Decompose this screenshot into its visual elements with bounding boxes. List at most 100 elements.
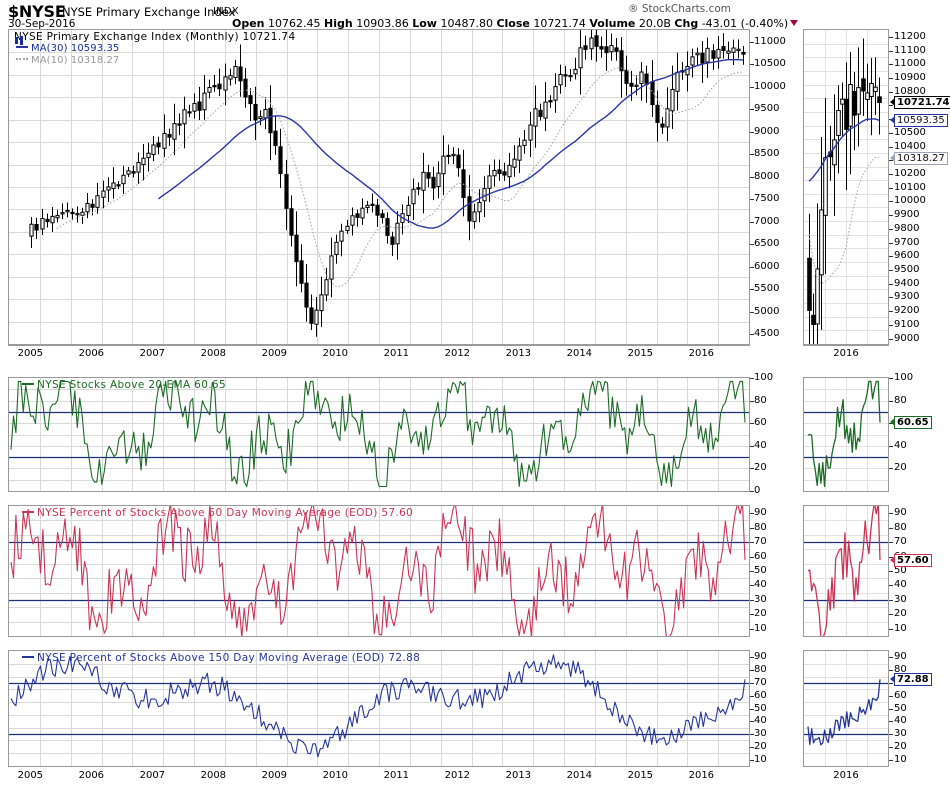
indicator-mini-y-tickmark xyxy=(889,708,893,710)
main-chart-legend-price: NYSE Primary Exchange Index (Monthly) 10… xyxy=(14,31,296,43)
indicator-mini-y-tick: 30 xyxy=(894,728,907,740)
indicator-mini-y-tickmark xyxy=(889,721,893,723)
mini-y-tick: 10400 xyxy=(894,140,926,152)
indicator-2-legend: NYSE Percent of Stocks Above 150 Day Mov… xyxy=(22,652,420,664)
indicator-y-tick: 40 xyxy=(754,715,767,727)
indicator-mini-y-tick: 40 xyxy=(894,715,907,727)
indicator-1-legend: NYSE Percent of Stocks Above 50 Day Movi… xyxy=(22,507,413,519)
change-value: -43.01 (-0.40%) xyxy=(701,17,789,30)
indicator-0-mini-panel[interactable] xyxy=(803,377,889,492)
mini-y-tick: 11100 xyxy=(894,44,926,56)
main-y-tick: 4500 xyxy=(754,328,780,340)
bottom-x-tick: 2007 xyxy=(139,770,166,781)
main-y-tick: 9000 xyxy=(754,125,780,137)
indicator-y-tickmark xyxy=(750,527,754,529)
bottom-x-tick: 2014 xyxy=(566,770,593,781)
indicator-y-tick: 70 xyxy=(754,676,767,688)
indicator-y-tickmark xyxy=(750,721,754,723)
mini-y-tick: 9700 xyxy=(894,236,920,248)
mini-price-chart[interactable] xyxy=(803,29,889,345)
close-label: Close xyxy=(496,17,530,30)
mini-y-tick: 10800 xyxy=(894,85,926,97)
indicator-y-tick: 40 xyxy=(754,439,767,451)
down-arrow-icon xyxy=(790,20,799,26)
main-x-tick: 2005 xyxy=(17,348,44,359)
mini-y-tick: 10200 xyxy=(894,167,926,179)
indicator-y-tick: 20 xyxy=(754,608,767,620)
quote-bar: Open 10762.45 High 10903.86 Low 10487.80… xyxy=(232,17,799,30)
indicator-panel-nyse-percent-above-150-day-ma[interactable] xyxy=(8,650,750,767)
main-y-tick: 10000 xyxy=(754,80,786,92)
indicator-y-tickmark xyxy=(750,491,754,492)
indicator-mini-y-tick: 20 xyxy=(894,740,907,752)
indicator-mini-y-tick: 70 xyxy=(894,536,907,548)
indicator-mini-y-tickmark xyxy=(889,378,893,379)
indicator-y-tickmark xyxy=(750,614,754,616)
indicator-panel-nyse-stocks-above-20-ema[interactable] xyxy=(8,377,750,492)
mini-y-tickmark xyxy=(889,283,893,285)
mini-y-tick: 10900 xyxy=(894,71,926,83)
change-label: Chg xyxy=(674,17,699,30)
indicator-mini-y-tick: 90 xyxy=(894,651,907,663)
indicator-value-text: 57.60 xyxy=(897,555,929,567)
indicator-mini-y-tick: 30 xyxy=(894,593,907,605)
indicator-2-swatch-icon xyxy=(22,656,34,658)
indicator-y-tickmark xyxy=(750,708,754,710)
main-x-tick: 2015 xyxy=(627,348,654,359)
indicator-y-tickmark xyxy=(750,759,754,761)
indicator-y-tick: 60 xyxy=(754,689,767,701)
main-price-chart[interactable] xyxy=(8,29,750,345)
indicator-mini-y-tickmark xyxy=(889,585,893,587)
bottom-x-tick: 2013 xyxy=(505,770,532,781)
indicator-y-tickmark xyxy=(750,670,754,672)
close-value: 10721.74 xyxy=(533,17,586,30)
indicator-mini-y-tickmark xyxy=(889,734,893,736)
indicator-y-tickmark xyxy=(750,585,754,587)
indicator-y-tickmark xyxy=(750,445,754,447)
indicator-y-tick: 50 xyxy=(754,565,767,576)
indicator-value-flag: 57.60 xyxy=(890,554,932,568)
mini-y-tick: 9300 xyxy=(894,291,920,303)
flag-pointer-icon xyxy=(890,116,895,125)
mini-y-tickmark xyxy=(889,132,893,134)
mini-y-tickmark xyxy=(889,64,893,66)
indicator-y-tick: 80 xyxy=(754,521,767,533)
indicator-panel-nyse-percent-above-50-day-ma[interactable] xyxy=(8,505,750,637)
indicator-2-mini-panel[interactable] xyxy=(803,650,889,767)
open-value: 10762.45 xyxy=(268,17,321,30)
mini-y-tick: 10500 xyxy=(894,126,926,138)
main-y-tick: 10500 xyxy=(754,58,786,70)
mini-y-tick: 9500 xyxy=(894,263,920,275)
bottom-x-tick: 2008 xyxy=(200,770,227,781)
main-y-tick: 5500 xyxy=(754,283,780,295)
main-y-tickmark xyxy=(750,199,754,201)
mini-y-tickmark xyxy=(889,36,893,38)
volume-label: Volume xyxy=(589,17,636,30)
main-y-tickmark xyxy=(750,221,754,223)
flag-pointer-icon xyxy=(890,675,895,684)
indicator-mini-y-tick: 10 xyxy=(894,753,907,765)
low-label: Low xyxy=(412,17,437,30)
main-y-tick: 8000 xyxy=(754,170,780,182)
indicator-mini-y-tickmark xyxy=(889,759,893,761)
indicator-y-tickmark xyxy=(750,695,754,697)
symbol-ticker: $NYSE xyxy=(8,2,66,21)
indicator-mini-y-tickmark xyxy=(889,513,893,515)
indicator-mini-y-tickmark xyxy=(889,542,893,544)
flag-pointer-icon xyxy=(890,153,895,162)
main-y-tickmark xyxy=(750,266,754,268)
mini-price-flag: 10593.35 xyxy=(890,114,948,128)
mini-y-tickmark xyxy=(889,242,893,244)
indicator-1-mini-panel[interactable] xyxy=(803,505,889,637)
high-label: High xyxy=(324,17,353,30)
indicator-y-tick: 70 xyxy=(754,536,767,548)
main-y-tick: 9500 xyxy=(754,103,780,115)
indicator-y-tick: 10 xyxy=(754,622,767,634)
indicator-y-tickmark xyxy=(750,746,754,748)
indicator-mini-y-tickmark xyxy=(889,527,893,529)
indicator-mini-y-tick: 40 xyxy=(894,579,907,591)
mini-y-tick: 11200 xyxy=(894,30,926,42)
indicator-mini-y-tick: 100 xyxy=(894,372,914,383)
mini-y-tick: 9900 xyxy=(894,209,920,221)
mini-y-tick: 9600 xyxy=(894,250,920,262)
